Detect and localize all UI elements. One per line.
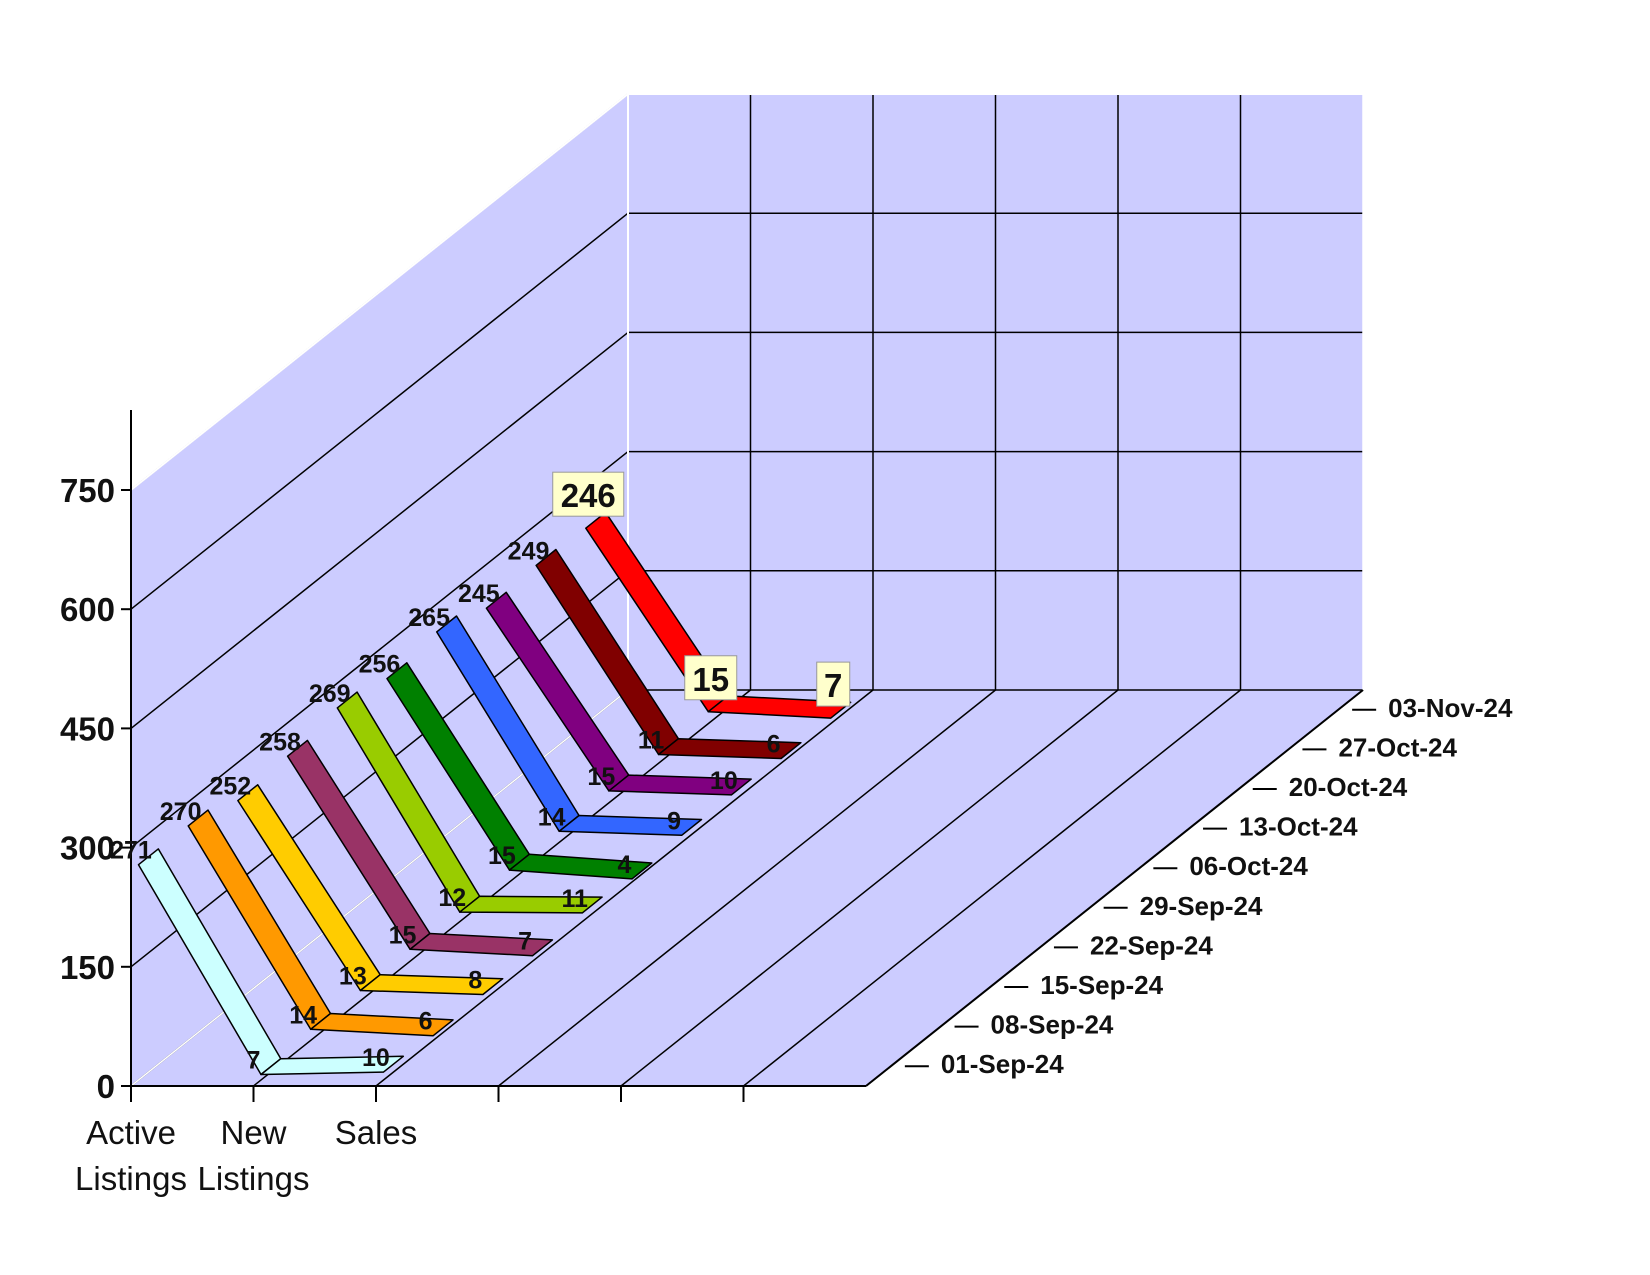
data-label: 15 — [692, 661, 729, 698]
series-ribbon-13-oct-24 — [435, 615, 703, 837]
data-label: 15 — [389, 921, 417, 949]
data-label: 10 — [710, 767, 738, 795]
y-axis-tick-label: 600 — [60, 591, 115, 628]
data-label: 13 — [339, 963, 367, 991]
series-ribbon-08-sep-24 — [187, 809, 454, 1037]
floor-gridline — [743, 689, 1241, 1087]
left-wall-gridline — [130, 451, 629, 849]
data-label: 6 — [419, 1008, 433, 1036]
y-axis-tick-label: 300 — [60, 830, 115, 867]
left-wall-gridline — [130, 212, 629, 610]
series-ribbon-15-sep-24 — [237, 784, 504, 996]
floor-gridline — [620, 689, 1119, 1087]
data-label-box — [552, 471, 625, 517]
data-label: 269 — [309, 680, 351, 708]
data-label-box — [684, 655, 738, 701]
z-axis-line — [865, 689, 1364, 1087]
series-ribbon-06-oct-24 — [386, 662, 653, 880]
data-label: 252 — [209, 773, 251, 801]
series-ribbon-27-oct-24 — [535, 548, 802, 760]
series-ribbon-22-sep-24 — [286, 739, 554, 957]
x-axis-tick-label: Listings — [75, 1160, 187, 1197]
data-label: 12 — [438, 884, 466, 912]
z-axis-label-29-sep-24: 29-Sep-24 — [1140, 891, 1263, 921]
data-label: 6 — [767, 731, 781, 759]
data-label: 265 — [408, 604, 450, 632]
data-label: 258 — [259, 728, 301, 756]
y-axis-tick-label: 450 — [60, 710, 115, 747]
data-label: 15 — [587, 763, 615, 791]
chart-data-labels: 271 7 10 270 14 6 252 13 8 258 15 7 269 12 11 256 15 4 265… — [110, 471, 851, 1075]
series-ribbon-29-sep-24 — [336, 691, 603, 914]
chart-series — [137, 511, 852, 1076]
data-label: 7 — [518, 928, 532, 956]
x-axis-tick-label: Active — [86, 1114, 176, 1151]
floor-gridline — [375, 689, 874, 1087]
chart-gridlines — [130, 93, 1364, 1087]
series-ribbon-01-sep-24 — [137, 848, 405, 1076]
ribbon-segment — [707, 695, 852, 719]
x-axis-tick-label: Listings — [198, 1160, 310, 1197]
series-ribbon-20-oct-24 — [485, 591, 752, 796]
ribbon-segment — [508, 853, 653, 880]
data-label: 14 — [289, 1001, 317, 1029]
y-axis-tick-label: 150 — [60, 949, 115, 986]
data-label: 249 — [508, 537, 550, 565]
data-label: 245 — [458, 580, 500, 608]
ribbon-segment — [558, 814, 703, 837]
data-label: 270 — [160, 798, 202, 826]
ribbon-segment — [409, 932, 554, 957]
data-label: 14 — [538, 803, 566, 831]
ribbon-segment — [260, 1055, 405, 1076]
floor-gridline — [498, 689, 996, 1087]
data-label-box — [816, 661, 851, 707]
ribbon-segment — [459, 895, 603, 914]
ribbon-segment — [657, 737, 802, 760]
data-label: 8 — [468, 967, 482, 995]
data-label: 246 — [561, 477, 616, 514]
x-axis-tick-label: New — [220, 1114, 286, 1151]
data-label: 15 — [488, 842, 516, 870]
data-label: 271 — [110, 837, 152, 865]
z-axis-label-20-oct-24: 20-Oct-24 — [1289, 772, 1408, 802]
z-axis-label-03-nov-24: 03-Nov-24 — [1388, 693, 1513, 723]
ribbon-segment — [309, 1012, 454, 1037]
z-axis-label-06-oct-24: 06-Oct-24 — [1189, 851, 1308, 881]
data-label: 11 — [562, 885, 589, 913]
data-label: 4 — [617, 851, 631, 879]
data-label: 9 — [667, 807, 681, 835]
chart-axes: 0 150 300 450 600 750 Active Listings New Listing… — [60, 410, 1513, 1197]
left-wall — [131, 94, 628, 1086]
z-axis-label-22-sep-24: 22-Sep-24 — [1090, 930, 1213, 960]
y-axis-tick-label: 0 — [97, 1068, 115, 1105]
data-label: 7 — [824, 667, 842, 704]
left-wall-gridline — [130, 331, 629, 729]
x-axis-tick-label: Sales — [335, 1114, 418, 1151]
z-axis-label-08-sep-24: 08-Sep-24 — [991, 1010, 1114, 1040]
ribbon-segment — [608, 774, 752, 796]
z-axis-label-13-oct-24: 13-Oct-24 — [1239, 812, 1358, 842]
data-label: 10 — [362, 1044, 390, 1072]
ribbon-segment — [359, 973, 504, 996]
y-axis-tick-label: 750 — [60, 472, 115, 509]
z-axis-label-01-sep-24: 01-Sep-24 — [941, 1049, 1064, 1079]
z-axis-label-15-sep-24: 15-Sep-24 — [1040, 970, 1163, 1000]
data-label: 256 — [359, 651, 401, 679]
data-label: 11 — [638, 727, 665, 755]
z-axis-label-27-oct-24: 27-Oct-24 — [1338, 732, 1457, 762]
data-label: 7 — [246, 1047, 260, 1075]
